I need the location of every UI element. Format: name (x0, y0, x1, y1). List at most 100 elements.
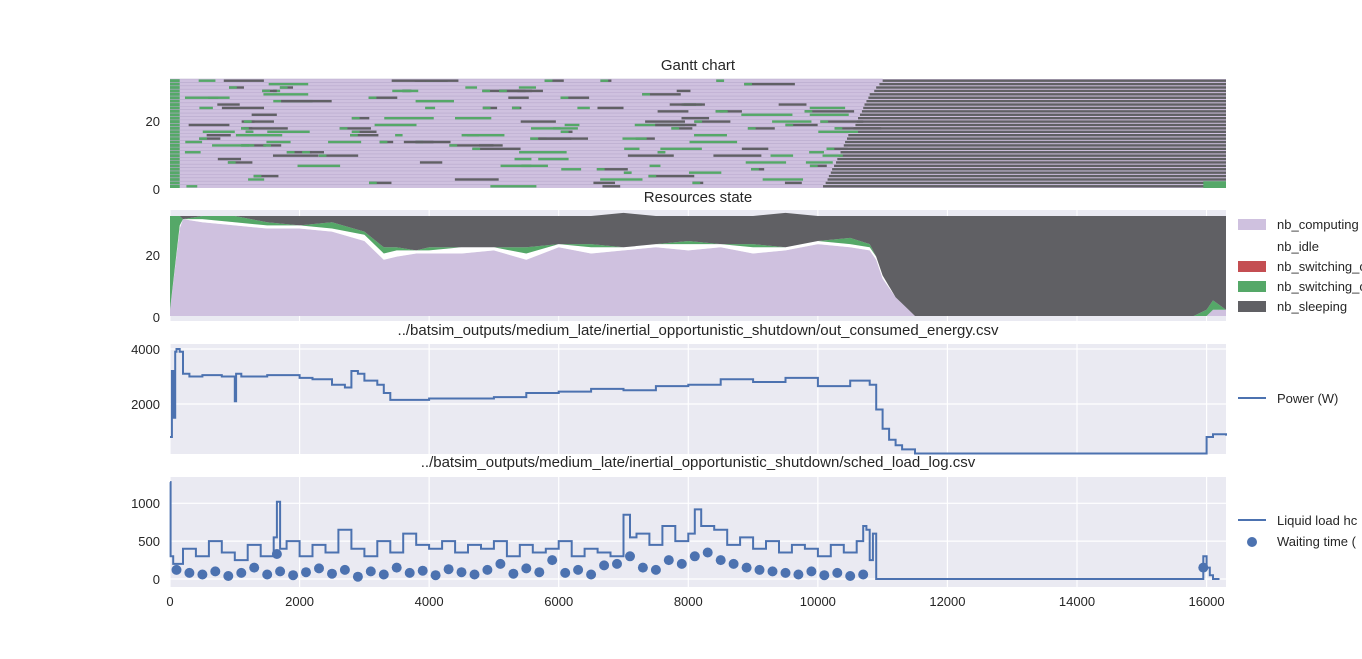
gantt-block (384, 116, 434, 120)
gantt-block (415, 99, 454, 103)
gantt-block (694, 120, 731, 123)
gantt-block (184, 96, 230, 99)
gantt-lane-sleeping (837, 157, 1226, 161)
waiting-time-point (236, 567, 247, 578)
gantt-block (455, 116, 492, 120)
legend-swatch-sleeping (1238, 301, 1266, 312)
gantt-block (449, 144, 494, 147)
gantt-lane-sleeping (834, 164, 1226, 168)
gantt-block (648, 174, 657, 178)
gantt-block (820, 120, 829, 123)
gantt-ytick-0: 0 (153, 182, 160, 197)
waiting-time-point (378, 569, 389, 580)
power-title: ../batsim_outputs/medium_late/inertial_o… (398, 322, 999, 339)
power-ytick-4000: 4000 (131, 342, 160, 357)
gantt-lane-sleeping (830, 171, 1226, 174)
gantt-lane-sleeping (832, 168, 1226, 171)
gantt-lane-sleeping (858, 116, 1226, 120)
gantt-block (392, 89, 419, 93)
gantt-block (241, 127, 249, 130)
gantt-block (694, 120, 703, 123)
gantt-block (241, 127, 288, 130)
waiting-time-point (223, 571, 234, 581)
gantt-lane-sleeping (864, 103, 1226, 106)
gantt-block (482, 106, 491, 110)
power-plot-area (170, 344, 1226, 454)
gantt-block (263, 144, 271, 147)
gantt-lane-sleeping (835, 161, 1226, 164)
gantt-block (465, 86, 478, 89)
x-tick-label-12000: 12000 (929, 594, 965, 609)
gantt-lane-sleeping (879, 82, 1226, 86)
gantt-block (826, 147, 848, 151)
gantt-block (642, 93, 681, 96)
waiting-time-point (171, 564, 182, 575)
gantt-block (818, 130, 859, 133)
x-tick-label-14000: 14000 (1059, 594, 1095, 609)
waiting-time-point (534, 567, 545, 578)
gantt-block (809, 113, 849, 116)
gantt-block (820, 120, 864, 123)
waiting-time-point (793, 569, 804, 580)
gantt-block (648, 174, 695, 178)
gantt-block (560, 96, 569, 99)
gantt-block (804, 110, 855, 113)
gantt-lane-sleeping (874, 89, 1226, 93)
waiting-time-point (456, 567, 467, 578)
gantt-block (544, 79, 553, 82)
gantt-block (762, 178, 804, 181)
load-panel: ../batsim_outputs/medium_late/inertial_o… (131, 454, 1358, 609)
gantt-block (530, 137, 539, 140)
gantt-block (253, 174, 279, 178)
gantt-lane-sleeping (869, 93, 1226, 96)
gantt-block (826, 147, 835, 151)
legend-label-sleeping: nb_sleeping (1277, 299, 1347, 314)
legend-label-power: Power (W) (1277, 391, 1338, 406)
gantt-lane-sleeping (843, 144, 1226, 147)
legend-swatch-switching-off (1238, 281, 1266, 292)
gantt-block (681, 116, 710, 120)
gantt-block (508, 96, 529, 99)
gantt-block (212, 144, 255, 147)
gantt-block (809, 164, 818, 168)
x-tick-label-2000: 2000 (285, 594, 314, 609)
gantt-block (719, 110, 742, 113)
gantt-lane-sleeping (855, 123, 1226, 127)
gantt-block (596, 168, 605, 171)
gantt-block (553, 127, 561, 130)
gantt-lane-sleeping (845, 140, 1226, 144)
gantt-block (268, 82, 309, 86)
gantt-block (199, 106, 213, 110)
resources-area-nb_sleeping (170, 212, 1226, 316)
gantt-block (538, 157, 569, 161)
gantt-block (206, 134, 231, 137)
gantt-block (623, 171, 632, 174)
gantt-block (454, 178, 499, 181)
gantt-block (784, 181, 802, 185)
gantt-block (368, 181, 392, 185)
gantt-block (622, 137, 647, 140)
gantt-block (221, 106, 265, 110)
waiting-time-point (271, 549, 282, 559)
legend-label-switching-on: nb_switching_on (1277, 259, 1362, 274)
gantt-block (235, 134, 283, 137)
gantt-block (248, 178, 265, 181)
resources-title: Resources state (644, 189, 752, 206)
waiting-time-point (547, 555, 558, 566)
load-series-line (169, 481, 1220, 580)
gantt-block (350, 134, 358, 137)
resources-panel: Resources state 20 0 nb_computing nb_idl… (146, 189, 1362, 325)
gantt-block (184, 151, 201, 154)
gantt-block (217, 157, 242, 161)
gantt-block (751, 168, 759, 171)
gantt-block (243, 120, 252, 123)
gantt-block (251, 113, 277, 116)
gantt-block (368, 96, 377, 99)
gantt-block (785, 123, 794, 127)
gantt-block (745, 161, 787, 164)
gantt-block (744, 82, 795, 86)
gantt-block (511, 106, 520, 110)
gantt-lane-sleeping (866, 99, 1226, 103)
resources-ytick-20: 20 (146, 248, 160, 263)
x-tick-label-6000: 6000 (544, 594, 573, 609)
